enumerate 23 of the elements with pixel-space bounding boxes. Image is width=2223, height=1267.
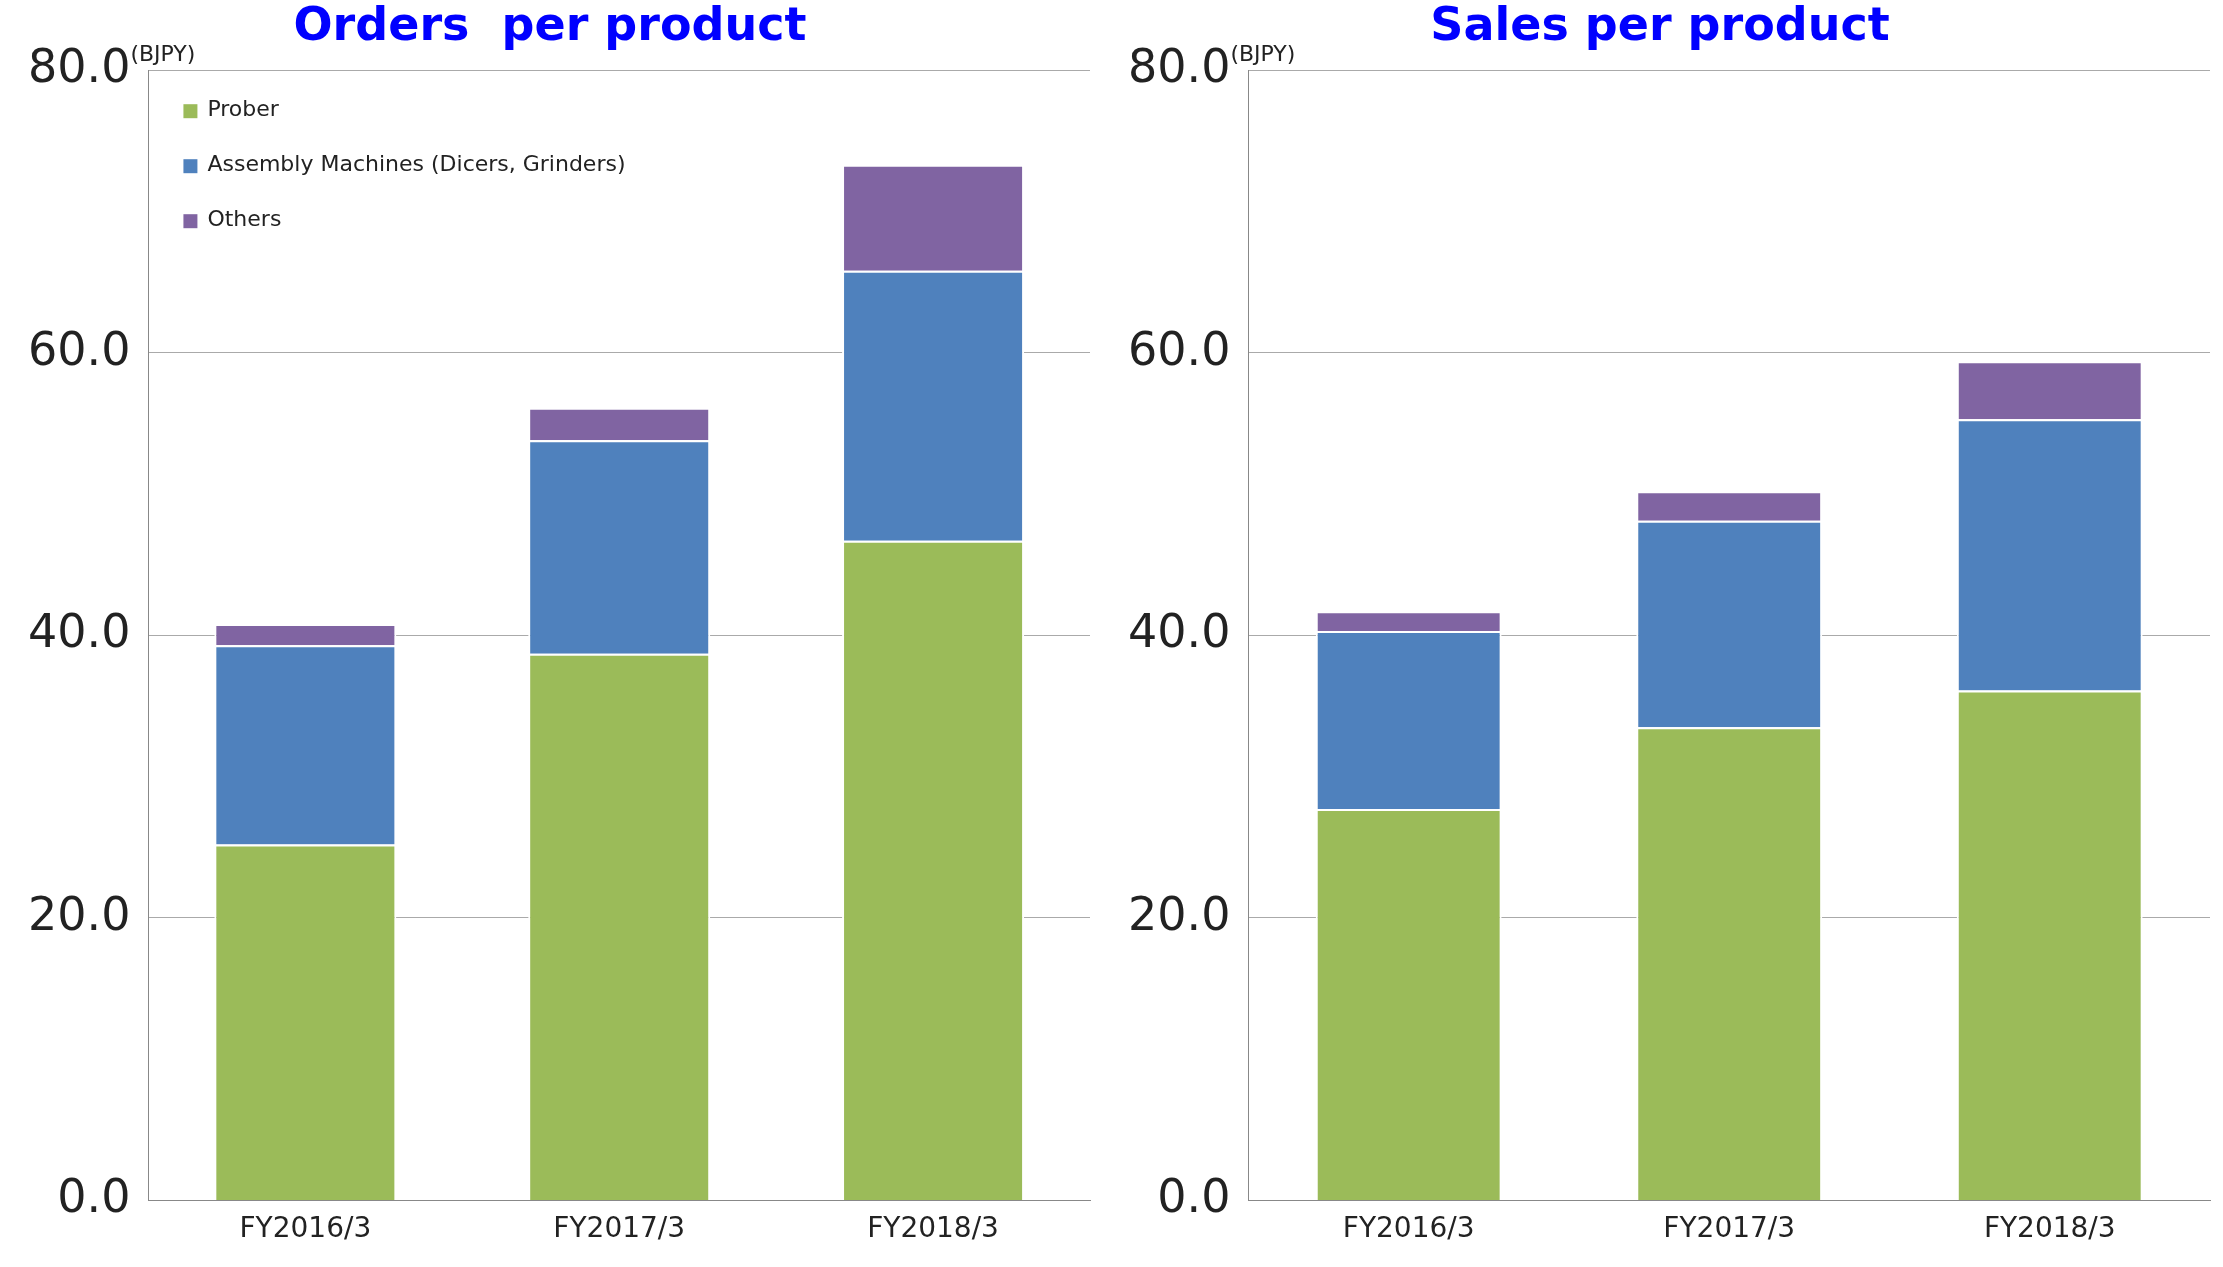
y-tick-label: 0.0 — [1157, 1169, 1231, 1224]
y-tick-label: 40.0 — [1128, 604, 1231, 659]
chart-title: Sales per product — [1430, 0, 1890, 51]
x-tick-label: FY2017/3 — [553, 1211, 686, 1245]
y-tick-label: 60.0 — [1128, 321, 1231, 376]
x-tick-label: FY2018/3 — [1983, 1211, 2116, 1245]
legend-label: Others — [207, 205, 282, 231]
x-tick-label: FY2017/3 — [1663, 1211, 1796, 1245]
y-tick-label: 80.0 — [28, 39, 131, 94]
x-tick-label: FY2018/3 — [867, 1211, 999, 1245]
y-tick-label: 20.0 — [1128, 886, 1231, 941]
chart-title: Orders per product — [293, 0, 807, 51]
y-tick-label: 60.0 — [28, 321, 131, 376]
y-tick-label: 40.0 — [28, 604, 131, 659]
y-tick-label: 20.0 — [28, 886, 131, 941]
y-axis-title: (BJPY) — [1230, 40, 1296, 66]
y-axis-title: (BJPY) — [130, 40, 196, 66]
y-tick-label: 80.0 — [1128, 39, 1231, 94]
legend-label: Assembly Machines (Dicers, Grinders) — [207, 150, 626, 176]
x-tick-label: FY2016/3 — [1342, 1211, 1475, 1245]
legend-label: Prober — [207, 95, 280, 121]
x-tick-label: FY2016/3 — [239, 1211, 372, 1245]
y-tick-label: 0.0 — [57, 1169, 131, 1224]
